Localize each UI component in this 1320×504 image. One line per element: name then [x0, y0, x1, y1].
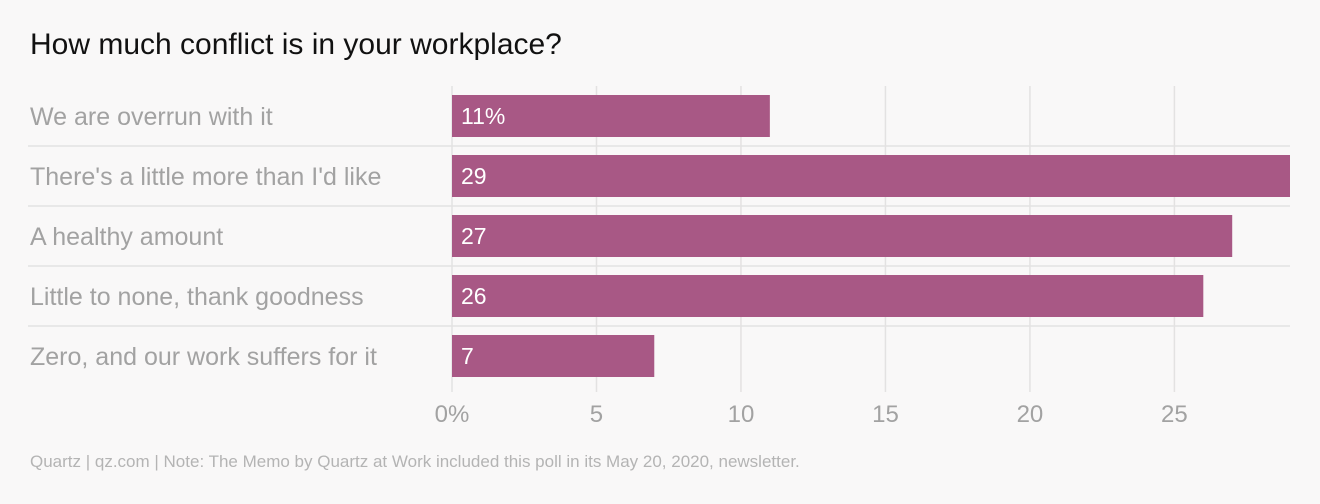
bar-value-label: 29: [461, 163, 487, 189]
x-axis-ticks: 0% 5 10 15 20 25: [435, 401, 1188, 428]
source-note: Quartz | qz.com | Note: The Memo by Quar…: [30, 452, 800, 471]
x-tick-label: 25: [1161, 401, 1188, 428]
bar: [452, 335, 655, 377]
bar-value-label: 27: [461, 223, 487, 249]
x-tick-label: 15: [872, 401, 899, 428]
bar-value-label: 11%: [461, 103, 505, 129]
x-tick-label: 0%: [435, 401, 470, 428]
bar: [452, 275, 1204, 317]
bar: [452, 155, 1290, 197]
category-label: Zero, and our work suffers for it: [30, 343, 377, 371]
row-separators: [28, 145, 1290, 327]
category-labels: We are overrun with it There's a little m…: [30, 103, 381, 371]
bar-chart: 11% 29 27 26 7 We are overrun with it There's…: [28, 86, 1290, 428]
chart-title: How much conflict is in your workplace?: [30, 28, 562, 61]
category-label: There's a little more than I'd like: [30, 163, 381, 191]
bar-value-label: 7: [461, 343, 474, 369]
bar: [452, 95, 770, 137]
bars: 11% 29 27 26 7: [452, 95, 1290, 377]
x-tick-label: 10: [728, 401, 755, 428]
category-label: Little to none, thank goodness: [30, 283, 364, 311]
category-label: We are overrun with it: [30, 103, 273, 131]
x-tick-label: 5: [590, 401, 603, 428]
category-label: A healthy amount: [30, 223, 223, 251]
bar: [452, 215, 1233, 257]
x-tick-label: 20: [1017, 401, 1044, 428]
bar-value-label: 26: [461, 283, 487, 309]
